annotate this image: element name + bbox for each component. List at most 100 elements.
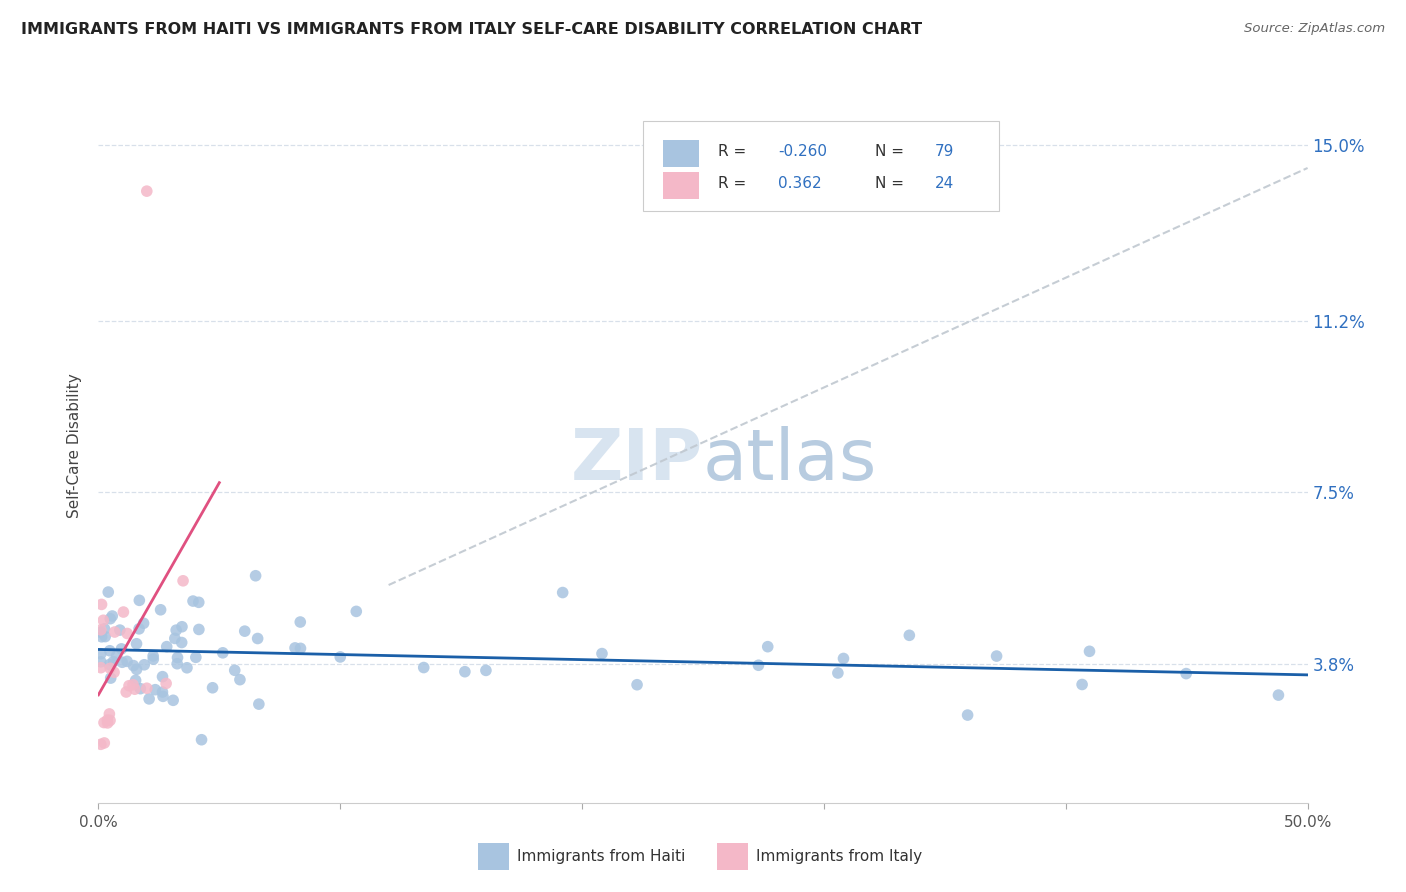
- Point: [247, 697, 270, 711]
- Point: [104, 625, 127, 640]
- Point: [124, 673, 146, 688]
- Point: [97, 715, 120, 730]
- FancyBboxPatch shape: [643, 121, 1000, 211]
- Point: [152, 670, 174, 684]
- Point: [93, 715, 115, 730]
- Text: R =: R =: [717, 144, 751, 159]
- Point: [747, 658, 769, 673]
- Point: [224, 663, 246, 677]
- Point: [93, 736, 115, 750]
- Point: [344, 604, 367, 618]
- Point: [1071, 677, 1094, 691]
- Point: [128, 622, 150, 636]
- Point: [827, 665, 849, 680]
- Text: R =: R =: [717, 176, 751, 191]
- Point: [756, 640, 779, 654]
- Point: [122, 658, 145, 673]
- Point: [284, 640, 307, 655]
- Point: [91, 613, 114, 627]
- Point: [98, 612, 121, 626]
- Point: [111, 655, 134, 669]
- Point: [190, 732, 212, 747]
- Point: [90, 625, 112, 640]
- Point: [201, 681, 224, 695]
- Point: [124, 682, 146, 697]
- Point: [96, 713, 118, 727]
- Point: [233, 624, 256, 639]
- Point: [162, 693, 184, 707]
- Point: [105, 649, 128, 664]
- Text: -0.260: -0.260: [778, 144, 827, 159]
- Point: [135, 681, 157, 696]
- Point: [98, 644, 121, 658]
- Text: 24: 24: [935, 176, 955, 191]
- Point: [134, 657, 156, 672]
- Point: [98, 661, 121, 675]
- Point: [93, 622, 115, 636]
- Text: N =: N =: [875, 144, 908, 159]
- Point: [100, 671, 122, 685]
- Point: [125, 637, 148, 651]
- Point: [184, 650, 207, 665]
- Point: [156, 640, 179, 654]
- Point: [1267, 688, 1289, 702]
- Point: [626, 678, 648, 692]
- Point: [97, 585, 120, 599]
- Point: [108, 623, 131, 637]
- Point: [135, 184, 157, 198]
- Point: [165, 623, 187, 637]
- Point: [163, 632, 186, 646]
- Point: [90, 623, 112, 637]
- Point: [176, 661, 198, 675]
- Point: [98, 714, 121, 728]
- Point: [956, 708, 979, 723]
- Point: [166, 657, 188, 671]
- Point: [115, 685, 138, 699]
- Point: [245, 568, 267, 582]
- Point: [138, 692, 160, 706]
- Point: [90, 598, 112, 612]
- Point: [832, 651, 855, 665]
- Point: [142, 652, 165, 666]
- Point: [1175, 666, 1198, 681]
- Point: [551, 585, 574, 599]
- Point: [98, 657, 121, 672]
- Point: [115, 654, 138, 668]
- Point: [170, 635, 193, 649]
- Point: [290, 615, 312, 629]
- Point: [98, 706, 121, 721]
- Point: [101, 609, 124, 624]
- Text: 79: 79: [935, 144, 955, 159]
- Text: Source: ZipAtlas.com: Source: ZipAtlas.com: [1244, 22, 1385, 36]
- Point: [898, 628, 921, 642]
- Point: [125, 662, 148, 676]
- Point: [122, 678, 145, 692]
- Text: Immigrants from Italy: Immigrants from Italy: [756, 849, 922, 863]
- Point: [1078, 644, 1101, 658]
- FancyBboxPatch shape: [664, 140, 699, 167]
- Point: [187, 595, 209, 609]
- Y-axis label: Self-Care Disability: Self-Care Disability: [67, 374, 83, 518]
- Point: [170, 620, 193, 634]
- Point: [143, 682, 166, 697]
- FancyBboxPatch shape: [664, 172, 699, 199]
- Point: [117, 626, 139, 640]
- Point: [103, 655, 125, 669]
- Point: [90, 737, 112, 751]
- Point: [112, 605, 135, 619]
- Point: [142, 648, 165, 663]
- Point: [229, 673, 252, 687]
- Text: atlas: atlas: [703, 425, 877, 495]
- Point: [94, 630, 117, 644]
- Text: IMMIGRANTS FROM HAITI VS IMMIGRANTS FROM ITALY SELF-CARE DISABILITY CORRELATION : IMMIGRANTS FROM HAITI VS IMMIGRANTS FROM…: [21, 22, 922, 37]
- Text: Immigrants from Haiti: Immigrants from Haiti: [517, 849, 686, 863]
- Point: [90, 647, 112, 661]
- Point: [129, 681, 152, 696]
- Point: [155, 676, 177, 690]
- Point: [110, 641, 132, 656]
- Text: ZIP: ZIP: [571, 425, 703, 495]
- Point: [128, 593, 150, 607]
- Point: [454, 665, 477, 679]
- Point: [90, 630, 112, 644]
- Text: N =: N =: [875, 176, 908, 191]
